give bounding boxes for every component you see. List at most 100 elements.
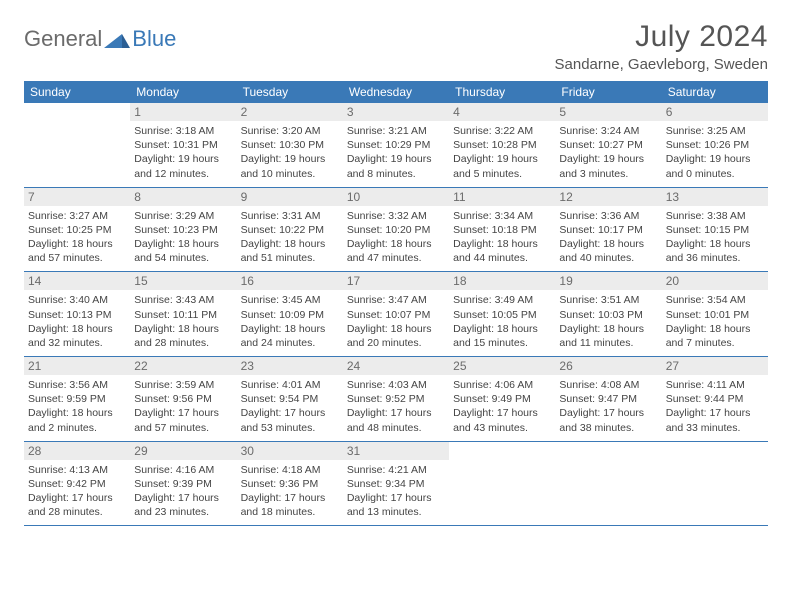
day-details: Sunrise: 3:24 AMSunset: 10:27 PMDaylight…	[559, 124, 657, 181]
sunrise-line: Sunrise: 3:18 AM	[134, 124, 232, 138]
day-number: 3	[343, 103, 449, 121]
day-cell: 9Sunrise: 3:31 AMSunset: 10:22 PMDayligh…	[237, 188, 343, 272]
day-details: Sunrise: 3:43 AMSunset: 10:11 PMDaylight…	[134, 293, 232, 350]
day-cell: 7Sunrise: 3:27 AMSunset: 10:25 PMDayligh…	[24, 188, 130, 272]
day-number: 27	[662, 357, 768, 375]
day-cell	[449, 442, 555, 526]
week-row: 21Sunrise: 3:56 AMSunset: 9:59 PMDayligh…	[24, 357, 768, 442]
weekday-header: Monday	[130, 81, 236, 103]
sunset-line: Sunset: 10:22 PM	[241, 223, 339, 237]
sunset-line: Sunset: 9:39 PM	[134, 477, 232, 491]
day-details: Sunrise: 3:20 AMSunset: 10:30 PMDaylight…	[241, 124, 339, 181]
sunrise-line: Sunrise: 4:21 AM	[347, 463, 445, 477]
day-cell: 16Sunrise: 3:45 AMSunset: 10:09 PMDaylig…	[237, 272, 343, 356]
day-details: Sunrise: 4:13 AMSunset: 9:42 PMDaylight:…	[28, 463, 126, 520]
day-cell: 24Sunrise: 4:03 AMSunset: 9:52 PMDayligh…	[343, 357, 449, 441]
day-cell: 27 Sunrise: 4:11 AMSunset: 9:44 PMDayligh…	[662, 357, 768, 441]
day-details: Sunrise: 4:03 AMSunset: 9:52 PMDaylight:…	[347, 378, 445, 435]
day-number: 14	[24, 272, 130, 290]
day-number: 6	[662, 103, 768, 121]
day-details: Sunrise: 3:27 AMSunset: 10:25 PMDaylight…	[28, 209, 126, 266]
daylight-line: Daylight: 18 hours and 7 minutes.	[666, 322, 764, 350]
daylight-line: Daylight: 19 hours and 8 minutes.	[347, 152, 445, 180]
sunset-line: Sunset: 10:31 PM	[134, 138, 232, 152]
day-details: Sunrise: 4:11 AMSunset: 9:44 PMDaylight:…	[666, 378, 764, 435]
day-details: Sunrise: 3:54 AMSunset: 10:01 PMDaylight…	[666, 293, 764, 350]
sunset-line: Sunset: 9:36 PM	[241, 477, 339, 491]
weekday-header: Friday	[555, 81, 661, 103]
day-details: Sunrise: 3:34 AMSunset: 10:18 PMDaylight…	[453, 209, 551, 266]
day-details: Sunrise: 3:18 AMSunset: 10:31 PMDaylight…	[134, 124, 232, 181]
day-cell: 5Sunrise: 3:24 AMSunset: 10:27 PMDayligh…	[555, 103, 661, 187]
day-details: Sunrise: 3:56 AMSunset: 9:59 PMDaylight:…	[28, 378, 126, 435]
month-title: July 2024	[555, 20, 768, 54]
sunrise-line: Sunrise: 3:27 AM	[28, 209, 126, 223]
sunset-line: Sunset: 10:29 PM	[347, 138, 445, 152]
day-cell	[24, 103, 130, 187]
day-cell: 23Sunrise: 4:01 AMSunset: 9:54 PMDayligh…	[237, 357, 343, 441]
sunset-line: Sunset: 10:18 PM	[453, 223, 551, 237]
day-cell: 6Sunrise: 3:25 AMSunset: 10:26 PMDayligh…	[662, 103, 768, 187]
daylight-line: Daylight: 18 hours and 36 minutes.	[666, 237, 764, 265]
sunrise-line: Sunrise: 3:45 AM	[241, 293, 339, 307]
day-number: 2	[237, 103, 343, 121]
sunrise-line: Sunrise: 3:24 AM	[559, 124, 657, 138]
day-cell: 15 Sunrise: 3:43 AMSunset: 10:11 PMDaylig…	[130, 272, 236, 356]
day-details: Sunrise: 3:49 AMSunset: 10:05 PMDaylight…	[453, 293, 551, 350]
sunrise-line: Sunrise: 3:51 AM	[559, 293, 657, 307]
day-cell: 2 Sunrise: 3:20 AMSunset: 10:30 PMDayligh…	[237, 103, 343, 187]
sunrise-line: Sunrise: 3:20 AM	[241, 124, 339, 138]
sunrise-line: Sunrise: 3:43 AM	[134, 293, 232, 307]
sunset-line: Sunset: 10:17 PM	[559, 223, 657, 237]
day-number: 13	[662, 188, 768, 206]
weekday-header: Wednesday	[343, 81, 449, 103]
daylight-line: Daylight: 18 hours and 32 minutes.	[28, 322, 126, 350]
day-number: 9	[237, 188, 343, 206]
day-cell: 28Sunrise: 4:13 AMSunset: 9:42 PMDayligh…	[24, 442, 130, 526]
title-block: July 2024 Sandarne, Gaevleborg, Sweden	[555, 20, 768, 73]
day-number: 17	[343, 272, 449, 290]
day-cell: 29Sunrise: 4:16 AMSunset: 9:39 PMDayligh…	[130, 442, 236, 526]
daylight-line: Daylight: 18 hours and 11 minutes.	[559, 322, 657, 350]
daylight-line: Daylight: 19 hours and 5 minutes.	[453, 152, 551, 180]
daylight-line: Daylight: 17 hours and 57 minutes.	[134, 406, 232, 434]
day-number: 26	[555, 357, 661, 375]
day-number: 11	[449, 188, 555, 206]
day-details: Sunrise: 3:47 AMSunset: 10:07 PMDaylight…	[347, 293, 445, 350]
day-number: 20	[662, 272, 768, 290]
sunrise-line: Sunrise: 3:38 AM	[666, 209, 764, 223]
day-details: Sunrise: 3:45 AMSunset: 10:09 PMDaylight…	[241, 293, 339, 350]
daylight-line: Daylight: 17 hours and 13 minutes.	[347, 491, 445, 519]
day-cell: 22Sunrise: 3:59 AMSunset: 9:56 PMDayligh…	[130, 357, 236, 441]
day-number: 8	[130, 188, 236, 206]
day-number: 29	[130, 442, 236, 460]
day-details: Sunrise: 3:29 AMSunset: 10:23 PMDaylight…	[134, 209, 232, 266]
day-cell: 10Sunrise: 3:32 AMSunset: 10:20 PMDaylig…	[343, 188, 449, 272]
sunset-line: Sunset: 9:49 PM	[453, 392, 551, 406]
day-number: 23	[237, 357, 343, 375]
day-cell	[555, 442, 661, 526]
sunset-line: Sunset: 10:20 PM	[347, 223, 445, 237]
day-cell: 25Sunrise: 4:06 AMSunset: 9:49 PMDayligh…	[449, 357, 555, 441]
day-cell: 18Sunrise: 3:49 AMSunset: 10:05 PMDaylig…	[449, 272, 555, 356]
sunrise-line: Sunrise: 4:01 AM	[241, 378, 339, 392]
day-cell: 30Sunrise: 4:18 AMSunset: 9:36 PMDayligh…	[237, 442, 343, 526]
daylight-line: Daylight: 17 hours and 38 minutes.	[559, 406, 657, 434]
logo-text-blue: Blue	[132, 26, 176, 52]
day-number: 25	[449, 357, 555, 375]
day-number: 15	[130, 272, 236, 290]
sunset-line: Sunset: 10:05 PM	[453, 308, 551, 322]
day-details: Sunrise: 3:22 AMSunset: 10:28 PMDaylight…	[453, 124, 551, 181]
location-text: Sandarne, Gaevleborg, Sweden	[555, 56, 768, 73]
day-number: 31	[343, 442, 449, 460]
day-details: Sunrise: 4:08 AMSunset: 9:47 PMDaylight:…	[559, 378, 657, 435]
day-cell: 8 Sunrise: 3:29 AMSunset: 10:23 PMDayligh…	[130, 188, 236, 272]
daylight-line: Daylight: 18 hours and 47 minutes.	[347, 237, 445, 265]
sunrise-line: Sunrise: 3:31 AM	[241, 209, 339, 223]
sunset-line: Sunset: 9:59 PM	[28, 392, 126, 406]
sunset-line: Sunset: 9:42 PM	[28, 477, 126, 491]
sunset-line: Sunset: 9:52 PM	[347, 392, 445, 406]
daylight-line: Daylight: 19 hours and 0 minutes.	[666, 152, 764, 180]
day-number: 30	[237, 442, 343, 460]
day-number: 1	[130, 103, 236, 121]
